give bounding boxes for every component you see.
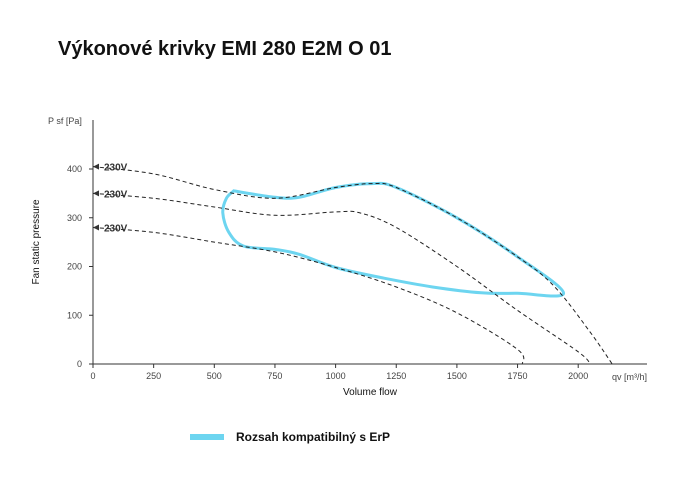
series-arrow-icon [93, 163, 99, 170]
series-lines [92, 166, 613, 365]
y-tick-label: 200 [67, 262, 82, 272]
series-label: 230V [104, 163, 128, 174]
x-tick-label: 750 [267, 371, 282, 381]
y-tick-label: 400 [67, 164, 82, 174]
x-tick-label: 500 [207, 371, 222, 381]
series-line [92, 227, 525, 365]
page-title: Výkonové krivky EMI 280 E2M O 01 [58, 38, 392, 60]
legend-swatch [190, 434, 224, 440]
series-line [92, 166, 613, 365]
y-axis-title: Fan static pressure [31, 199, 42, 284]
legend-label: Rozsah kompatibilný s ErP [236, 430, 391, 444]
y-ticks: 0 100 200 300 400 [67, 164, 93, 369]
y-tick-label: 0 [77, 359, 82, 369]
y-axis-unit-label: P sf [Pa] [48, 116, 82, 126]
erp-region-outline [221, 181, 566, 298]
erp-region [221, 181, 566, 298]
y-tick-label: 300 [67, 213, 82, 223]
series-arrow-icon [93, 224, 99, 231]
x-tick-label: 0 [90, 371, 95, 381]
axes [92, 120, 647, 365]
x-tick-label: 1500 [447, 371, 467, 381]
x-ticks: 0 250 500 750 1000 1250 1500 1750 2000 [90, 364, 588, 381]
series-line [92, 192, 591, 365]
x-tick-label: 1750 [508, 371, 528, 381]
series-label: 230V [104, 189, 128, 200]
series-labels: 230V 230V 230V [93, 163, 128, 235]
legend: Rozsah kompatibilný s ErP [190, 430, 390, 444]
y-tick-label: 100 [67, 310, 82, 320]
x-tick-label: 2000 [568, 371, 588, 381]
x-tick-label: 250 [146, 371, 161, 381]
x-axis-title: Volume flow [343, 387, 398, 398]
x-tick-label: 1250 [386, 371, 406, 381]
x-axis-unit-label: qv [m³/h] [612, 372, 647, 382]
series-label: 230V [104, 224, 128, 235]
series-arrow-icon [93, 190, 99, 197]
x-tick-label: 1000 [326, 371, 346, 381]
